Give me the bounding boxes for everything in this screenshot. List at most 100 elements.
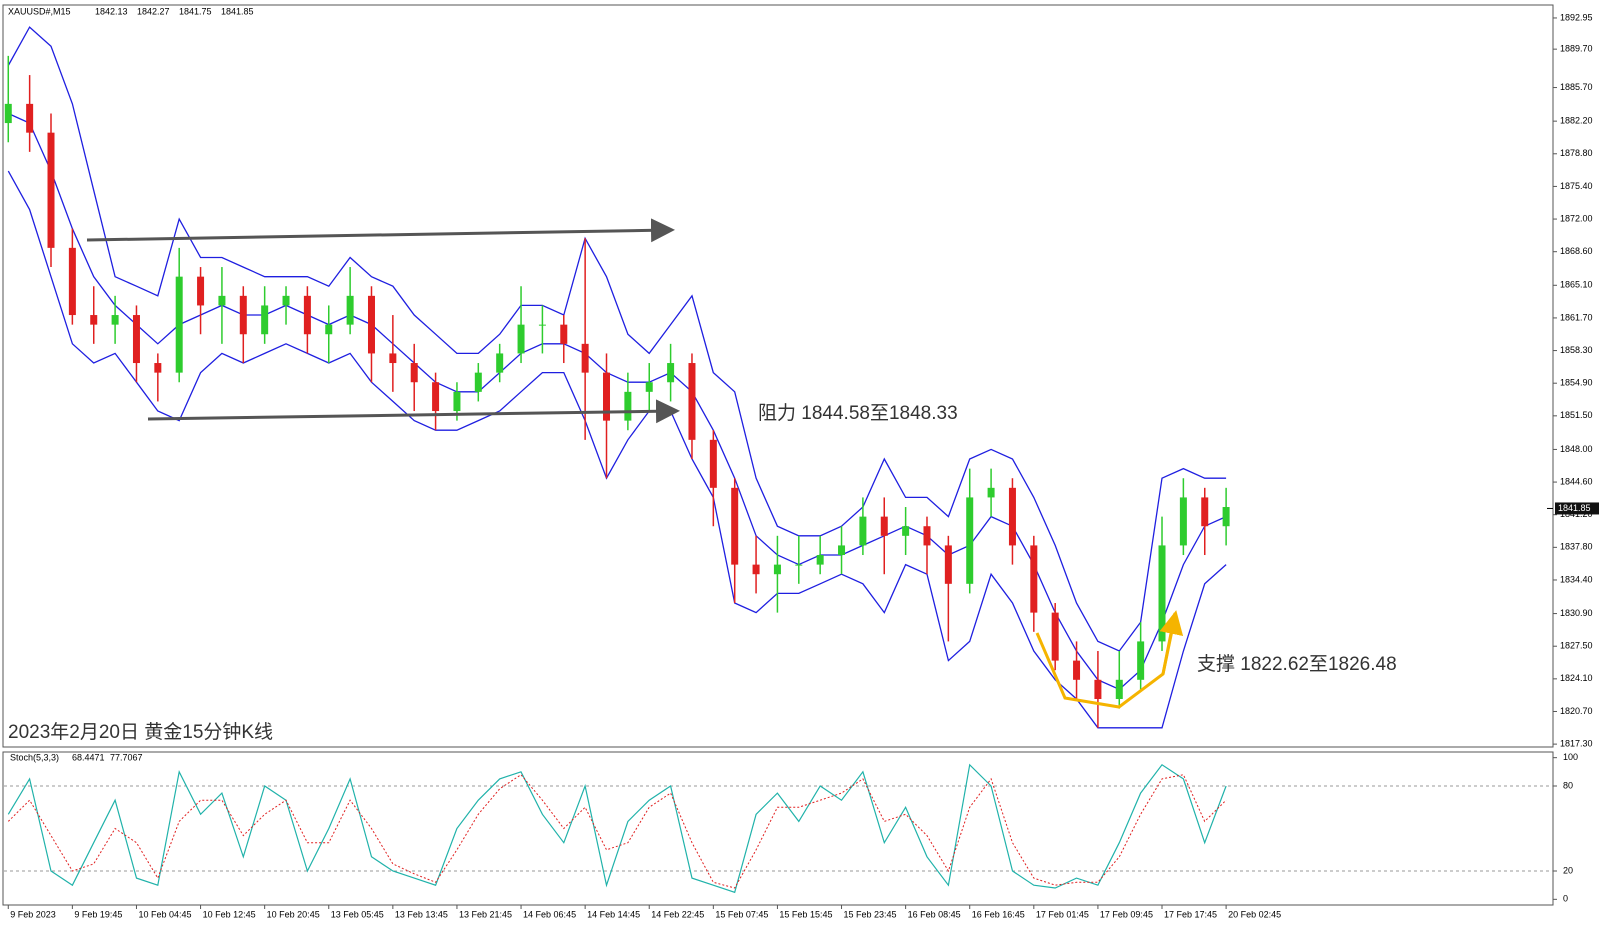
candle-body	[944, 545, 952, 584]
candle-body	[538, 324, 546, 326]
candle-body	[410, 363, 418, 383]
x-tick-label: 15 Feb 07:45	[715, 909, 768, 919]
ohlc-value: 1841.85	[221, 6, 254, 16]
candle-body	[688, 363, 696, 440]
x-tick-label: 14 Feb 22:45	[651, 909, 704, 919]
x-tick-label: 13 Feb 05:45	[331, 909, 384, 919]
y-tick-label: 1851.50	[1560, 410, 1593, 420]
candle-body	[261, 305, 269, 335]
y-tick-label: 1844.60	[1560, 476, 1593, 486]
symbol: XAUUSD#,M15	[8, 6, 71, 16]
y-tick-label: 1817.30	[1560, 738, 1593, 748]
candle-body	[987, 487, 995, 498]
ohlc-value: 1841.75	[179, 6, 212, 16]
candle-body	[1094, 679, 1102, 700]
candle-body	[1073, 660, 1081, 680]
candle-body	[603, 372, 611, 421]
candle-body	[1137, 641, 1145, 680]
stoch-panel	[2, 751, 1554, 906]
y-tick-label: 1837.80	[1560, 542, 1593, 552]
y-tick-label: 1865.10	[1560, 280, 1593, 290]
x-tick-label: 15 Feb 15:45	[779, 909, 832, 919]
candle-body	[239, 295, 247, 335]
candle-body	[68, 247, 76, 316]
candle-body	[838, 545, 846, 556]
x-tick-label: 16 Feb 08:45	[908, 909, 961, 919]
stoch-k	[7, 763, 1227, 894]
candle-body	[218, 295, 226, 306]
y-tick-label: 1827.50	[1560, 641, 1593, 651]
candle-body	[4, 103, 12, 124]
y-tick-label: 1824.10	[1560, 673, 1593, 683]
y-tick-label: 1872.00	[1560, 213, 1593, 223]
annotation: 阻力 1844.58至1848.33	[758, 402, 958, 424]
y-tick-label: 1892.95	[1560, 12, 1593, 22]
y-tick-label: 1889.70	[1560, 44, 1593, 54]
y-tick-label: 1854.90	[1560, 378, 1593, 388]
candle-body	[923, 526, 931, 546]
candle-body	[1051, 612, 1059, 661]
x-tick-label: 9 Feb 19:45	[74, 909, 122, 919]
candle-body	[581, 343, 589, 373]
candle-body	[325, 324, 333, 335]
x-tick-label: 17 Feb 17:45	[1164, 909, 1217, 919]
candle-body	[474, 372, 482, 392]
price-tag	[1555, 502, 1599, 515]
candle-body	[90, 315, 98, 325]
x-tick-label: 10 Feb 04:45	[138, 909, 191, 919]
candle-body	[1201, 497, 1209, 527]
band-middle	[8, 112, 1227, 691]
x-tick-label: 14 Feb 06:45	[523, 909, 576, 919]
candle-body	[667, 363, 675, 383]
y-tick-label: 1820.70	[1560, 706, 1593, 716]
y-tick-label: 1882.20	[1560, 116, 1593, 126]
candle-body	[966, 497, 974, 584]
x-tick-label: 20 Feb 02:45	[1228, 909, 1281, 919]
stoch-name: Stoch(5,3,3)	[10, 752, 59, 762]
candle-body	[731, 487, 739, 565]
candle-body	[26, 103, 34, 133]
candle-body	[346, 295, 354, 325]
candle-body	[517, 324, 525, 354]
y-tick-label: 1858.30	[1560, 345, 1593, 355]
y-tick-label: 1875.40	[1560, 181, 1593, 191]
price-tag-label: 1841.85	[1558, 503, 1591, 513]
candle-body	[709, 439, 717, 488]
candle-body	[816, 555, 824, 565]
x-tick-label: 16 Feb 16:45	[972, 909, 1025, 919]
candle-body	[624, 391, 632, 421]
x-tick-label: 13 Feb 21:45	[459, 909, 512, 919]
ohlc-value: 1842.27	[137, 6, 170, 16]
candle-body	[496, 353, 504, 373]
candle-body	[773, 564, 781, 575]
candle-body	[1115, 679, 1123, 700]
stoch-value: 77.7067	[110, 752, 143, 762]
y-tick-label: 1885.70	[1560, 82, 1593, 92]
candle-body	[282, 295, 290, 306]
candle-body	[1222, 507, 1230, 527]
candle-body	[132, 315, 140, 364]
candle-body	[902, 526, 910, 536]
chart-title: 2023年2月20日 黄金15分钟K线	[8, 721, 273, 743]
y-tick-label: 20	[1563, 865, 1573, 875]
candle-body	[367, 295, 375, 354]
x-tick-label: 17 Feb 01:45	[1036, 909, 1089, 919]
band-upper	[7, 26, 1227, 652]
candle-body	[752, 564, 760, 575]
stoch-value: 68.4471	[72, 752, 105, 762]
candle-body	[1179, 497, 1187, 546]
candle-body	[645, 382, 653, 392]
candle-body	[1158, 545, 1166, 642]
arrow	[147, 399, 680, 424]
candle-body	[1008, 487, 1016, 546]
candle-body	[880, 516, 888, 536]
y-tick-label: 80	[1563, 780, 1573, 790]
y-tick-label: 1830.90	[1560, 608, 1593, 618]
candle-body	[389, 353, 397, 364]
candle-body	[175, 276, 183, 373]
y-tick-label: 1861.70	[1560, 312, 1593, 322]
candle-body	[154, 363, 162, 373]
annotation: 支撑 1822.62至1826.48	[1197, 653, 1397, 675]
plot: 1892.95 1889.70 1885.70 1882.20 1878.80 1875.…	[4, 12, 1599, 919]
